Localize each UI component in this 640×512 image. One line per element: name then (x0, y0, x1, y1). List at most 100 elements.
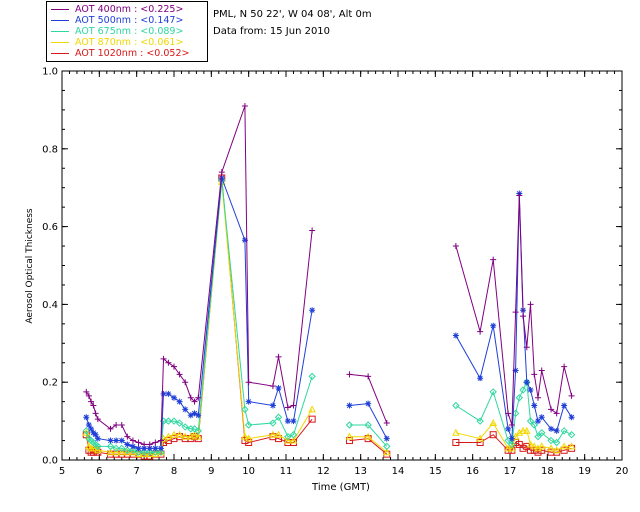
data-point-500nm (383, 435, 390, 442)
data-point-870nm (284, 436, 292, 444)
data-point-675nm (123, 446, 132, 454)
data-point-400nm (531, 371, 538, 378)
data-point-675nm (489, 388, 497, 396)
legend-swatch (51, 31, 69, 32)
data-point-500nm (538, 414, 545, 421)
data-point-400nm (113, 421, 120, 428)
data-point-675nm (534, 432, 542, 441)
data-point-870nm (308, 405, 316, 413)
legend-item-1020: AOT 1020nm : <0.052> (51, 48, 189, 59)
data-point-400nm (561, 363, 568, 370)
data-point-870nm (522, 426, 531, 434)
legend-item-675: AOT 675nm : <0.089> (51, 26, 183, 37)
x-axis-label: Time (GMT) (311, 482, 370, 493)
x-tick-label: 17 (504, 466, 517, 477)
data-point-400nm (527, 301, 534, 308)
legend-swatch (51, 53, 69, 54)
legend-label: AOT 870nm (75, 37, 132, 48)
data-point-500nm (157, 445, 164, 452)
data-point-400nm (129, 437, 136, 444)
x-tick-label: 18 (541, 466, 554, 477)
data-point-870nm (567, 442, 576, 450)
data-point-500nm (346, 402, 353, 409)
data-point-870nm (489, 419, 498, 427)
data-point-500nm (309, 307, 316, 314)
x-tick-label: 11 (280, 466, 293, 477)
data-point-870nm (526, 440, 535, 448)
data-point-400nm (568, 392, 575, 399)
data-point-500nm (523, 379, 530, 386)
data-point-1020nm (523, 442, 531, 450)
x-tick-label: 10 (242, 466, 255, 477)
data-point-500nm (135, 445, 142, 452)
data-point-500nm (553, 427, 560, 434)
data-point-675nm (519, 386, 527, 394)
data-point-500nm (561, 402, 568, 409)
legend-swatch (51, 20, 69, 21)
data-point-675nm (552, 438, 561, 447)
legend-label: AOT 400nm (75, 4, 132, 15)
data-point-870nm (117, 448, 126, 456)
data-point-400nm (152, 439, 159, 446)
data-point-400nm (452, 243, 459, 250)
data-point-870nm (190, 430, 199, 438)
y-tick-label: 1.0 (42, 67, 58, 78)
data-point-400nm (538, 367, 545, 374)
data-point-870nm (508, 444, 516, 452)
data-point-675nm (181, 423, 189, 431)
data-point-500nm (284, 418, 291, 425)
data-point-400nm (141, 441, 148, 448)
series-500nm (83, 174, 575, 452)
data-point-870nm (345, 432, 354, 440)
series-675nm (82, 176, 576, 456)
data-point-500nm (512, 367, 519, 374)
data-point-400nm (92, 410, 99, 417)
data-point-400nm (241, 103, 248, 110)
data-point-400nm (171, 363, 177, 370)
data-point-675nm (244, 421, 253, 429)
data-point-870nm (504, 444, 512, 452)
data-point-675nm (547, 436, 555, 445)
data-point-400nm (553, 410, 560, 417)
x-tick-label: 9 (208, 466, 214, 477)
data-point-400nm (160, 355, 167, 362)
data-point-1020nm (519, 444, 527, 452)
data-point-500nm (160, 390, 167, 397)
data-point-400nm (124, 433, 131, 440)
data-point-400nm (523, 344, 530, 351)
data-point-400nm (94, 416, 101, 423)
data-point-675nm (284, 432, 292, 441)
y-tick-label: 0.4 (42, 300, 58, 311)
data-point-1020nm (275, 435, 283, 443)
data-point-870nm (244, 434, 253, 442)
legend-value: <0.225> (140, 4, 184, 15)
data-point-675nm (504, 436, 512, 445)
data-point-870nm (289, 436, 298, 444)
data-point-400nm (88, 398, 95, 405)
data-point-500nm (107, 437, 114, 444)
data-point-675nm (164, 417, 173, 425)
data-point-675nm (241, 405, 249, 414)
legend-value: <0.061> (140, 37, 184, 48)
data-point-675nm (538, 429, 546, 437)
data-point-1020nm (452, 438, 460, 446)
data-point-500nm (241, 237, 248, 244)
data-point-500nm (113, 437, 120, 444)
legend-value: <0.089> (140, 26, 184, 37)
data-point-400nm (309, 227, 316, 234)
location-text: PML, N 50 22', W 04 08', Alt 0m (213, 9, 372, 20)
data-point-500nm (508, 435, 515, 442)
legend-value: <0.052> (146, 48, 190, 59)
data-point-1020nm (515, 440, 523, 448)
data-point-400nm (195, 394, 202, 401)
data-point-500nm (129, 443, 136, 450)
data-point-400nm (245, 379, 252, 386)
x-tick-label: 12 (317, 466, 330, 477)
data-point-500nm (269, 402, 276, 409)
data-point-400nm (118, 421, 125, 428)
data-point-675nm (170, 417, 178, 425)
data-point-500nm (568, 414, 575, 421)
data-point-870nm (519, 426, 527, 434)
data-point-675nm (129, 446, 137, 454)
data-point-870nm (269, 430, 277, 438)
